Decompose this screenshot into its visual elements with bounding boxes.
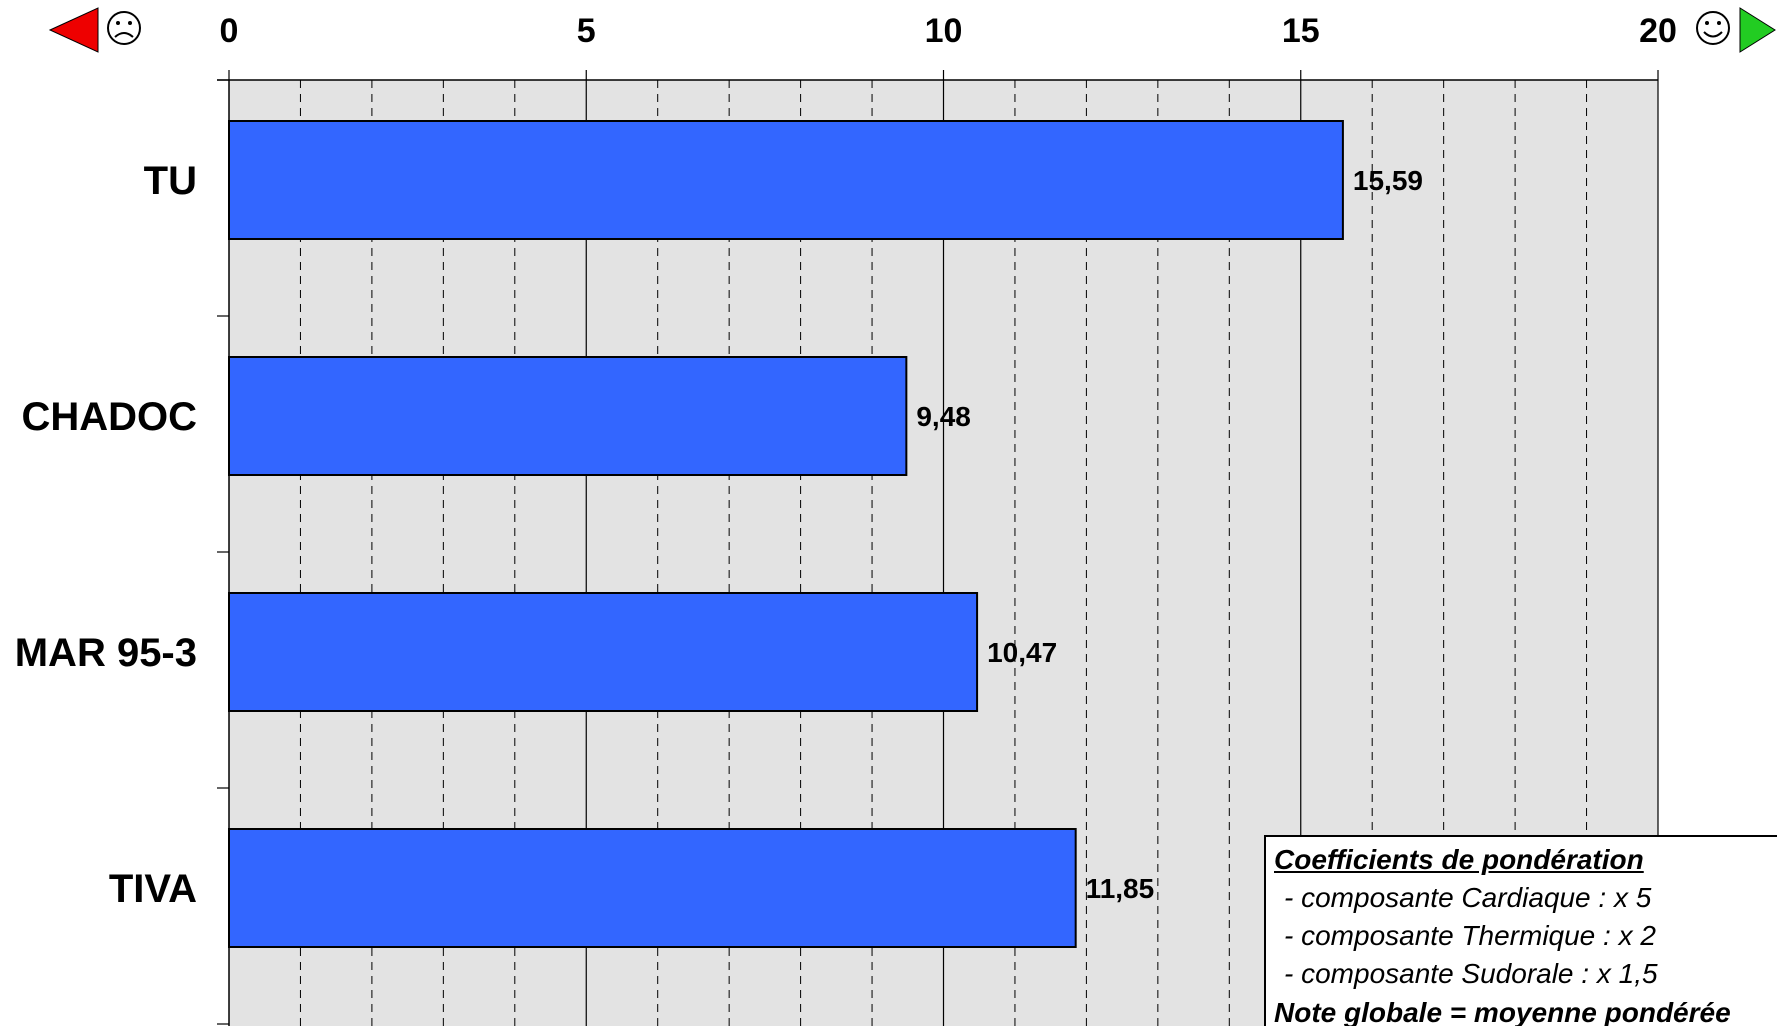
frown-face-eye bbox=[116, 21, 120, 25]
legend-line-sweat: - composante Sudorale : x 1,5 bbox=[1284, 958, 1658, 989]
frown-face-outline bbox=[107, 11, 141, 45]
x-tick-label-5: 5 bbox=[577, 12, 596, 50]
smile-face-eye bbox=[1705, 21, 1709, 25]
frown-face-icon bbox=[107, 11, 141, 45]
legend-title: Coefficients de pondération bbox=[1274, 844, 1644, 875]
bar-mar-95-3 bbox=[228, 592, 979, 712]
value-label-tu: 15,59 bbox=[1353, 165, 1423, 196]
weighting-legend: Coefficients de pondération - composante… bbox=[1264, 835, 1777, 1026]
legend-note: Note globale = moyenne pondérée bbox=[1274, 997, 1731, 1026]
x-tick-label-20: 20 bbox=[1639, 12, 1677, 50]
x-tick-label-0: 0 bbox=[220, 12, 239, 50]
x-tick-label-15: 15 bbox=[1282, 12, 1320, 50]
smile-face-icon bbox=[1696, 11, 1730, 45]
value-label-mar-95-3: 10,47 bbox=[987, 637, 1057, 668]
axis-end-icons bbox=[48, 7, 1776, 53]
frown-face-eye bbox=[128, 21, 132, 25]
bars bbox=[228, 120, 1344, 948]
legend-line-cardiac: - composante Cardiaque : x 5 bbox=[1284, 882, 1652, 913]
smile-face-eye bbox=[1717, 21, 1721, 25]
category-label-chadoc: CHADOC bbox=[21, 395, 197, 439]
x-axis-ticks: 0 5 10 15 20 bbox=[217, 12, 1677, 1026]
value-label-chadoc: 9,48 bbox=[916, 401, 971, 432]
value-label-tiva: 11,85 bbox=[1086, 873, 1155, 904]
bar-chadoc bbox=[228, 356, 908, 476]
x-tick-label-10: 10 bbox=[925, 12, 963, 50]
category-label-tu: TU bbox=[144, 159, 197, 203]
category-label-mar-95-3: MAR 95-3 bbox=[15, 631, 197, 675]
category-labels: TU CHADOC MAR 95-3 TIVA bbox=[15, 159, 197, 911]
red-left-arrow-icon bbox=[48, 7, 99, 53]
green-right-arrow-icon bbox=[1739, 7, 1776, 53]
smile-face-mouth bbox=[1703, 31, 1723, 38]
value-labels: 15,59 9,48 10,47 11,85 bbox=[916, 165, 1423, 904]
frown-face-mouth bbox=[114, 32, 134, 38]
category-label-tiva: TIVA bbox=[109, 867, 197, 911]
smile-face-outline bbox=[1696, 11, 1730, 45]
legend-line-thermal: - composante Thermique : x 2 bbox=[1284, 920, 1656, 951]
bar-tu bbox=[228, 120, 1344, 240]
bar-tiva bbox=[228, 828, 1077, 948]
